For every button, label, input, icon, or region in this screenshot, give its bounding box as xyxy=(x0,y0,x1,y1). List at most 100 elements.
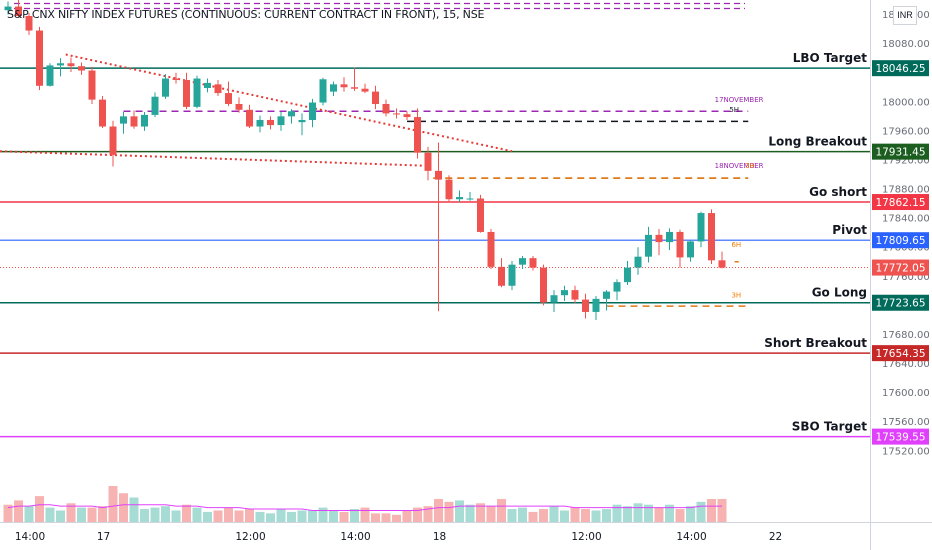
candle-body xyxy=(424,152,432,171)
volume-bar xyxy=(245,509,254,522)
candle-body xyxy=(624,267,631,283)
volume-bar xyxy=(119,493,128,522)
x-tick-label: 17 xyxy=(97,531,110,543)
y-tick-label: 17680.00 xyxy=(882,330,930,341)
volume-bar xyxy=(297,510,307,522)
price-tag xyxy=(872,60,929,77)
price-tag xyxy=(872,232,929,249)
candle-body xyxy=(487,231,495,267)
level-name-label: Short Breakout xyxy=(764,336,867,350)
candle-body xyxy=(529,258,537,268)
volume-bar xyxy=(129,497,139,522)
volume-bar xyxy=(224,507,233,522)
price-tag xyxy=(872,345,929,362)
volume-bar xyxy=(465,504,475,522)
candle-body xyxy=(603,291,610,299)
level-name-label: LBO Target xyxy=(793,51,868,65)
price-tag-label: 17723.65 xyxy=(875,298,925,310)
price-tag xyxy=(872,294,929,311)
volume-bar xyxy=(654,507,664,522)
price-axis[interactable]: 18120.0018080.0018040.0018000.0017960.00… xyxy=(872,10,930,457)
candle-body xyxy=(288,111,295,117)
volume-bar xyxy=(675,509,685,522)
volume-bar xyxy=(434,498,443,522)
x-tick-label: 22 xyxy=(769,531,782,543)
volume-bar xyxy=(549,506,559,522)
volume-bar xyxy=(665,504,674,522)
y-tick-label: 17760.00 xyxy=(882,272,930,283)
volume-bar xyxy=(203,511,212,522)
volume-bar xyxy=(591,510,601,522)
candle-body xyxy=(120,116,127,124)
candle-body xyxy=(508,264,516,286)
candle-body xyxy=(235,103,243,110)
candle-body xyxy=(246,109,253,127)
candle-body xyxy=(267,119,274,126)
volume-bar xyxy=(45,507,55,522)
candle-body xyxy=(645,234,652,257)
volume-bar xyxy=(623,506,632,522)
annotation-label: 5H xyxy=(729,106,739,114)
volume-bar xyxy=(455,500,464,522)
candle-body xyxy=(204,82,211,88)
annotation-label: 18NOVEMBER xyxy=(715,162,764,170)
level-name-label: Long Breakout xyxy=(768,135,867,149)
volume-bar xyxy=(276,509,286,522)
volume-bar xyxy=(402,510,412,522)
trend-line xyxy=(0,150,429,167)
volume-bar xyxy=(707,498,716,522)
volume-bar xyxy=(66,503,76,522)
price-tag-label: 17654.35 xyxy=(875,348,925,360)
candle-body xyxy=(519,258,526,265)
candle-body xyxy=(298,119,306,123)
volume-bar xyxy=(213,510,223,522)
annotation-label: 3H xyxy=(731,291,741,299)
candle-body xyxy=(67,63,75,67)
y-tick-label: 17960.00 xyxy=(882,126,930,137)
volume-bar xyxy=(686,506,695,522)
candle-body xyxy=(319,79,327,103)
volume-bar xyxy=(518,507,527,522)
volume-bar xyxy=(528,511,538,522)
chart-title: S&P CNX NIFTY INDEX FUTURES (CONTINUOUS:… xyxy=(7,8,485,21)
candle-body xyxy=(613,282,621,292)
volume-bar xyxy=(287,511,296,522)
candle-body xyxy=(78,66,85,71)
volume-bar xyxy=(234,510,244,522)
volume-ma-line xyxy=(7,504,722,511)
price-tag xyxy=(872,194,929,211)
candle-body xyxy=(99,99,106,127)
time-axis[interactable]: 14:00 17 12:00 14:00 18 12:00 14:00 22 xyxy=(15,531,782,543)
y-tick-label: 18000.00 xyxy=(882,97,930,108)
price-tag-label: 17931.45 xyxy=(875,147,925,159)
candle-body xyxy=(708,213,715,261)
price-tag-label: 17809.65 xyxy=(875,235,925,247)
candle-body xyxy=(351,87,358,89)
volume-bar xyxy=(14,500,23,522)
candle-body xyxy=(193,78,201,107)
volume-bar xyxy=(171,510,181,522)
candle-body xyxy=(25,15,33,31)
y-tick-label: 17640.00 xyxy=(882,359,930,370)
x-tick-label: 12:00 xyxy=(571,531,601,543)
price-tag xyxy=(872,428,929,445)
candle-body xyxy=(141,114,148,127)
currency-badge[interactable]: INR xyxy=(893,6,917,25)
price-tag-label: 17772.05 xyxy=(875,263,925,275)
x-tick-label: 14:00 xyxy=(340,531,370,543)
candle-body xyxy=(414,117,421,153)
x-tick-label: 12:00 xyxy=(235,531,265,543)
candle-body xyxy=(330,84,337,92)
volume-bar xyxy=(696,501,706,522)
level-name-label: Go Long xyxy=(812,286,867,300)
candle-body xyxy=(172,78,180,80)
volume-bar xyxy=(612,504,622,522)
volume-bar xyxy=(360,507,370,522)
y-tick-label: 17800.00 xyxy=(882,243,930,254)
volume-bar xyxy=(3,504,13,522)
candle-body xyxy=(88,70,96,100)
candle-body xyxy=(183,79,190,107)
candle-body xyxy=(687,241,694,258)
